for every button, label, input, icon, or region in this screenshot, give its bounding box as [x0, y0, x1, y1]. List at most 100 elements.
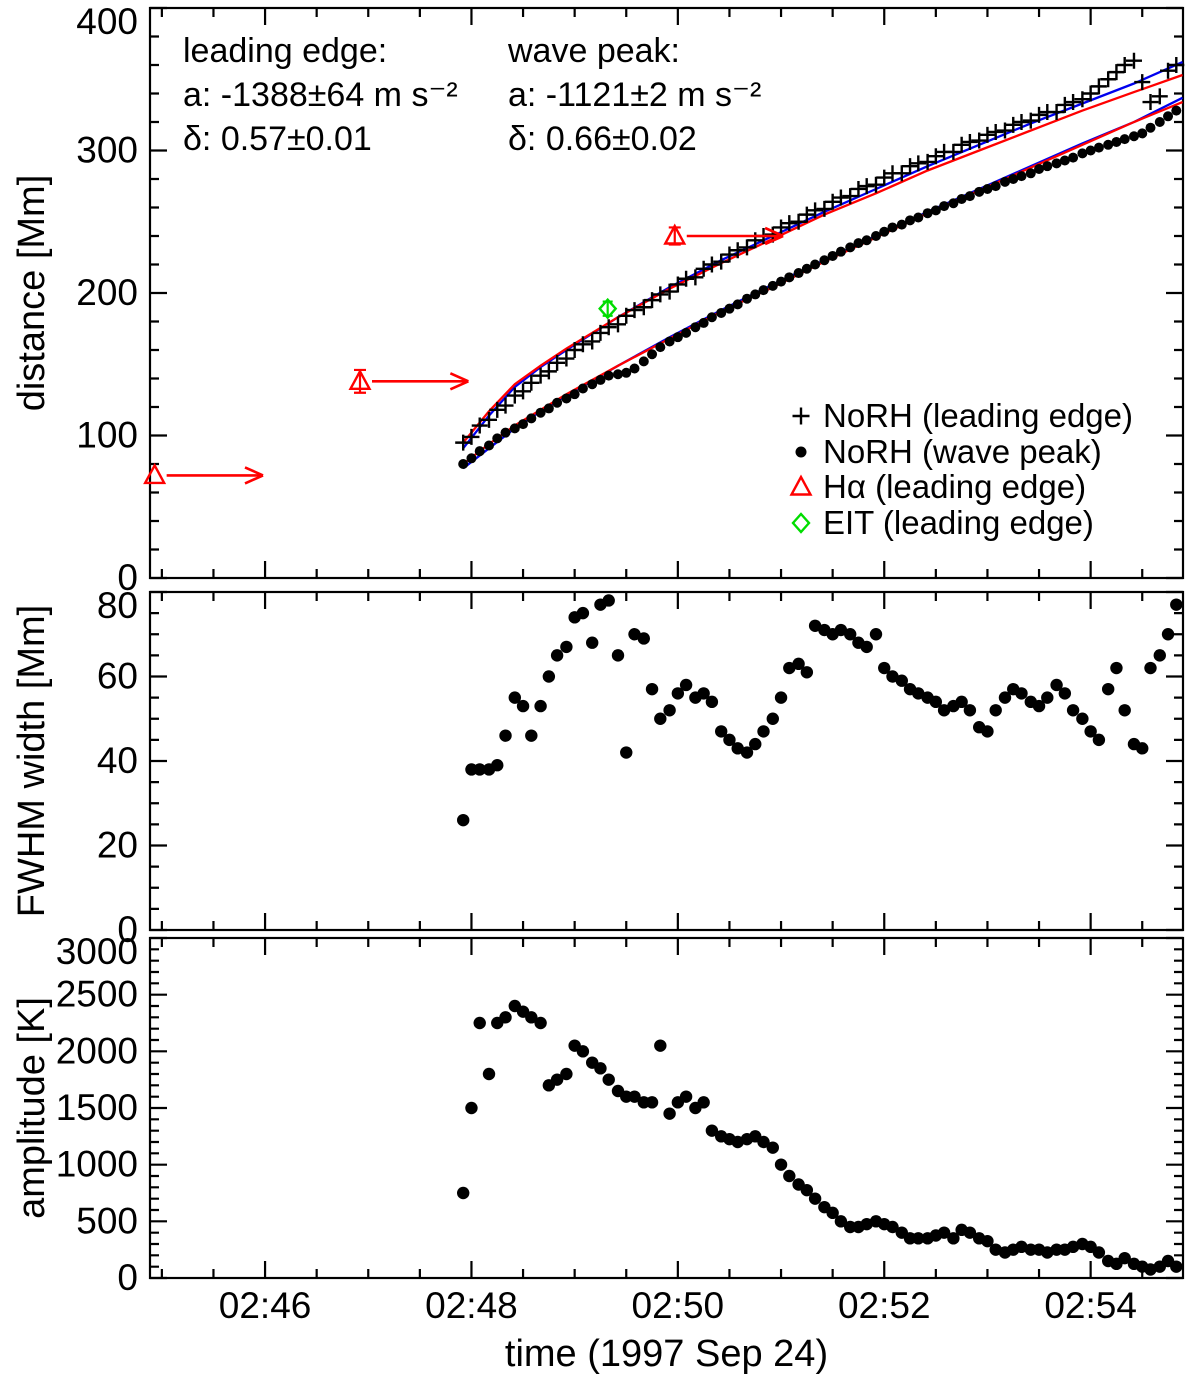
dot-marker [800, 1183, 814, 1197]
dot-marker [679, 678, 693, 692]
series-amplitude [457, 999, 1183, 1276]
plus-marker [1090, 78, 1107, 95]
plus-marker [816, 200, 833, 217]
plus-marker [678, 270, 695, 287]
plus-marker [523, 374, 540, 391]
y-tick-label: 0 [117, 557, 138, 598]
y-tick-label: 80 [97, 585, 138, 626]
dot-marker [845, 242, 856, 253]
plus-marker [592, 324, 609, 341]
plus-marker [471, 417, 488, 434]
y-axis-label: distance [Mm] [11, 175, 53, 412]
y-tick-label: 100 [76, 415, 138, 456]
dot-marker [681, 327, 692, 338]
plus-marker [729, 242, 746, 259]
dot-marker [835, 246, 846, 257]
legend-label-norh-leading-edge: NoRH (leading edge) [823, 397, 1133, 434]
dot-marker [1144, 661, 1157, 675]
dot-marker [1093, 142, 1104, 153]
dot-marker [516, 699, 530, 713]
plus-marker [824, 193, 841, 210]
dot-marker [937, 704, 951, 717]
plus-marker [644, 292, 661, 309]
dot-marker [1059, 155, 1070, 166]
dot-marker [913, 212, 924, 223]
plus-marker [558, 350, 575, 367]
dot-marker [543, 403, 554, 414]
eit-point [598, 297, 618, 320]
y-tick-label: 0 [117, 1257, 138, 1298]
x-tick-label: 02:52 [838, 1285, 931, 1326]
x-tick-label: 02:50 [632, 1285, 725, 1326]
dot-marker [723, 733, 736, 747]
panel-border [148, 590, 1185, 932]
annotation-leading-edge: leading edge: a: -1388±64 m s⁻² δ: 0.57±0.… [183, 32, 458, 158]
dot-marker [963, 704, 977, 717]
plus-marker [1100, 71, 1117, 88]
y-tick-label: 300 [76, 130, 138, 171]
dot-marker [757, 1135, 770, 1149]
dot-marker [981, 725, 994, 738]
dot-marker [878, 661, 891, 675]
dot-marker [1077, 148, 1088, 159]
dot-marker [766, 1141, 779, 1154]
dot-marker [1118, 1251, 1131, 1265]
annotation-line: δ: 0.66±0.02 [508, 120, 697, 158]
plus-marker [798, 206, 815, 223]
annotation-line: leading edge: [183, 32, 387, 70]
dot-marker [602, 1073, 615, 1086]
dot-marker [981, 1234, 994, 1248]
dot-marker [1032, 699, 1046, 713]
x-tick-label: 02:54 [1044, 1285, 1137, 1326]
dot-marker [690, 322, 701, 333]
dot-marker [663, 1107, 676, 1120]
plus-marker [1142, 94, 1159, 111]
dot-marker [1128, 131, 1139, 142]
y-tick-label: 0 [117, 909, 138, 950]
plus-marker [532, 367, 549, 384]
plus-marker [455, 434, 472, 451]
series-fwhm-width [457, 594, 1183, 827]
y-tick-label: 20 [97, 825, 138, 866]
plus-marker [600, 319, 617, 336]
dot-marker [990, 181, 1001, 192]
plus-marker [1151, 88, 1168, 105]
dot-marker [792, 657, 805, 671]
x-tick-label: 02:46 [219, 1285, 312, 1326]
dot-marker [964, 191, 975, 202]
dot-marker [810, 259, 821, 270]
dot-marker [1051, 158, 1062, 169]
plus-marker [790, 213, 807, 230]
dot-marker [757, 725, 770, 738]
dot-marker [457, 1186, 470, 1200]
plus-marker [549, 354, 566, 371]
dot-marker [518, 419, 529, 430]
y-tick-label: 40 [97, 740, 138, 781]
panel-border [148, 936, 1185, 1280]
series-norh-leading-edge [455, 52, 1185, 451]
plus-marker [987, 123, 1004, 140]
dot-marker [500, 427, 511, 438]
plus-marker [1013, 114, 1030, 130]
dot-marker [1041, 691, 1054, 704]
plus-marker [566, 342, 583, 358]
plus-marker [1082, 85, 1099, 102]
dot-marker [645, 1096, 659, 1109]
dot-marker [1076, 712, 1089, 725]
dot-marker [1110, 661, 1123, 675]
dot-marker [1103, 139, 1114, 150]
triangle-marker [789, 474, 813, 496]
dot-marker [998, 691, 1012, 704]
dot-marker [974, 186, 985, 197]
plus-marker [919, 153, 936, 170]
dot-marker [869, 628, 883, 641]
plus-marker [1108, 64, 1125, 81]
dot-marker [714, 725, 728, 738]
plus-marker [1134, 74, 1151, 91]
dot-marker [491, 759, 504, 772]
triangle-marker [348, 368, 372, 391]
dot-marker [955, 695, 968, 709]
legend: NoRH (leading edge)NoRH (wave peak)Hα (l… [789, 397, 1133, 541]
panel-distance: 0 100 200 300 400 distance [Mm] leading edge: a… [11, 1, 1185, 598]
